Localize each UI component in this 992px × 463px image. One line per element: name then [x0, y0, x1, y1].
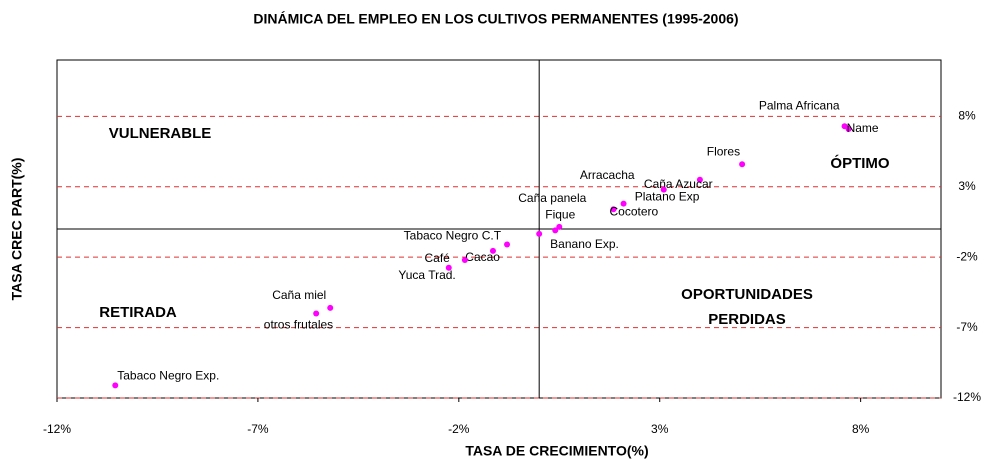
point-label: Arracacha [580, 168, 635, 182]
quadrant-label: ÓPTIMO [830, 154, 889, 172]
x-tick-label: 8% [852, 422, 870, 436]
x-axis-label: TASA DE CRECIMIENTO(%) [465, 443, 648, 459]
x-tick-label: -2% [448, 422, 470, 436]
point [445, 264, 452, 271]
point [504, 241, 511, 248]
point [739, 161, 746, 168]
x-tick-label: 3% [651, 422, 669, 436]
point [489, 247, 496, 254]
point-label: Caña miel [272, 288, 326, 302]
point [610, 206, 617, 213]
point [313, 310, 320, 317]
point-label: Platano Exp [635, 190, 700, 204]
point [552, 227, 559, 234]
quadrant-label: VULNERABLE [109, 125, 212, 142]
point [620, 200, 627, 207]
y-tick-label: -7% [956, 320, 978, 334]
point-label: otros frutales [264, 318, 333, 332]
point [112, 382, 119, 389]
point-label: Caña Azucar [644, 177, 713, 191]
point-label: Palma Africana [759, 98, 840, 112]
point-label: Café [424, 251, 450, 265]
point-label: Yuca Trad. [398, 268, 455, 282]
y-axis-label: TASA CREC PART(%) [9, 158, 25, 301]
point [660, 186, 667, 193]
point-label: Banano Exp. [550, 237, 619, 251]
point-label: Cocotero [610, 204, 659, 218]
point [461, 256, 468, 263]
point [696, 176, 703, 183]
point-label: Name [847, 121, 879, 135]
x-tick-label: -7% [247, 422, 269, 436]
point [536, 230, 543, 237]
point-label: Tabaco Negro C.T [404, 229, 502, 243]
chart-title: DINÁMICA DEL EMPLEO EN LOS CULTIVOS PERM… [253, 11, 738, 27]
y-tick-label: 8% [958, 109, 976, 123]
quadrant-label: PERDIDAS [708, 311, 786, 328]
point [327, 304, 334, 311]
point [556, 223, 563, 230]
quadrant-label: OPORTUNIDADES [681, 286, 813, 303]
y-tick-label: -2% [956, 249, 978, 263]
point-label: Fique [545, 208, 575, 222]
y-tick-label: 3% [958, 179, 976, 193]
point [845, 126, 852, 133]
x-tick-label: -12% [43, 422, 71, 436]
point-label: Tabaco Negro Exp. [117, 368, 219, 382]
point-label: Flores [707, 144, 740, 158]
y-tick-label: -12% [953, 390, 981, 404]
point-label: Caña panela [518, 191, 586, 205]
point-label: Cacao [465, 250, 500, 264]
quadrant-label: RETIRADA [99, 304, 177, 321]
